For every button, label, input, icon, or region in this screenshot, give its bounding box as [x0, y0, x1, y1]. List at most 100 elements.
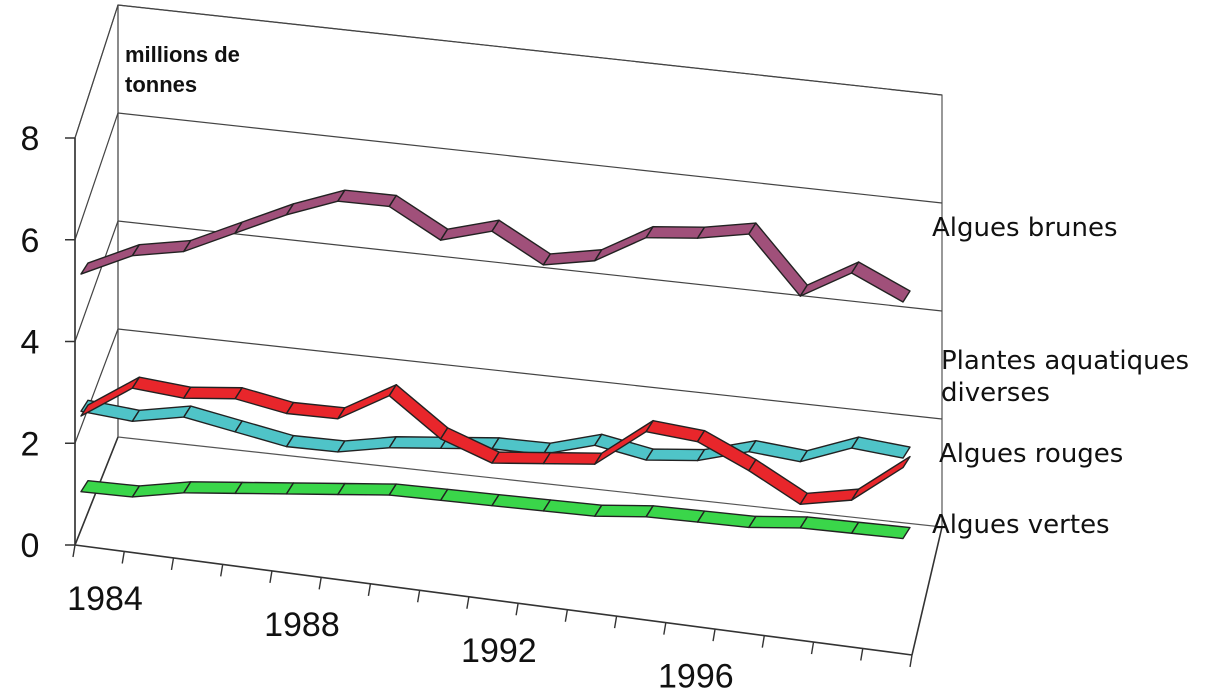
series-3-point-8: [491, 494, 500, 506]
series-1-point-2: [183, 405, 192, 418]
series-0-segment-1: [131, 239, 192, 257]
series-3-point-4: [286, 482, 294, 495]
series-1-point-5: [337, 440, 346, 453]
series-0-point-3: [234, 221, 243, 234]
y-tick-label-6: 6: [21, 222, 40, 260]
gridlines: [74, 4, 943, 444]
series-2-segment-15: [850, 455, 911, 501]
x-tick-mark-2001: [909, 654, 913, 668]
x-tick-label-2000: 2000: [855, 684, 931, 688]
series-3-point-15: [851, 521, 860, 534]
series-labels: Algues brunes Plantes aquatiques diverses A…: [932, 213, 1189, 540]
gridline-left-2: [74, 328, 119, 444]
x-tick-label-1988: 1988: [264, 606, 340, 644]
y-tick-label-2: 2: [21, 425, 40, 463]
series-1-point-8: [491, 437, 500, 450]
series-0: [80, 189, 911, 303]
series-3-segment-2: [183, 481, 243, 495]
series-0-segment-9: [542, 249, 603, 266]
series-0-segment-0: [80, 243, 141, 275]
gridline-back-6: [117, 112, 943, 204]
x-tick-mark-1984: [72, 544, 76, 558]
series-3-segment-5: [337, 482, 397, 496]
series-0-point-15: [851, 261, 860, 274]
series-1-segment-4: [285, 434, 346, 453]
series-0-segment-12: [696, 222, 757, 239]
x-tick-label-1996: 1996: [658, 658, 734, 688]
series-2-point-6: [388, 384, 397, 396]
series-2-segment-4: [285, 401, 346, 420]
y-axis-unit-label-line1: millions de: [125, 42, 240, 67]
series-3-point-2: [183, 481, 192, 494]
series-3-segment-13: [748, 515, 808, 529]
series-3-segment-9: [542, 499, 603, 517]
series-2-segment-8: [491, 451, 552, 465]
series-1-segment-9: [542, 433, 603, 455]
series-3-point-5: [337, 483, 346, 495]
series-1-segment-1: [131, 405, 192, 422]
gridline-left-6: [74, 112, 119, 240]
gridline-left-8: [74, 4, 119, 139]
series-0-point-14: [799, 284, 808, 297]
x-tick-mark-1989: [318, 577, 322, 590]
series-label-rouges: Algues rouges: [939, 439, 1123, 469]
series-2-point-15: [851, 488, 860, 501]
series-1-segment-6: [388, 436, 449, 450]
series-0-point-11: [645, 226, 654, 238]
series-1-segment-15: [850, 436, 911, 459]
series-3-segment-1: [131, 481, 192, 498]
series-3-segment-6: [388, 483, 449, 502]
series-3-point-9: [542, 499, 551, 512]
series-label-line-0: Plantes aquatiques: [941, 346, 1189, 376]
series-3-segment-14: [799, 516, 860, 534]
x-tick-mark-1997: [712, 629, 716, 642]
series-1-point-14: [799, 450, 808, 462]
series-0-point-5: [337, 189, 346, 202]
series-3-segment-4: [285, 482, 346, 496]
series-1-point-12: [697, 449, 705, 461]
gridline-back-4: [117, 220, 943, 312]
x-tick-mark-1985: [121, 551, 125, 564]
series-1-segment-2: [183, 405, 243, 433]
series-2-point-1: [131, 376, 140, 389]
series-0-point-4: [286, 203, 294, 216]
series-0-segment-4: [285, 189, 346, 216]
series-2-segment-6: [388, 384, 449, 440]
tick-labels: 0 2 4 6 8 1984 1988 1992 1996 2000: [21, 120, 931, 688]
series-2-point-10: [594, 452, 603, 465]
series-1-point-15: [851, 436, 860, 449]
series-1-segment-5: [337, 436, 397, 453]
series-2-point-14: [799, 493, 808, 505]
series-2-segment-11: [645, 419, 706, 443]
series-3-segment-8: [491, 493, 552, 512]
x-tick-mark-1993: [515, 603, 519, 616]
series-3-point-6: [388, 483, 397, 496]
gridline-back-8: [117, 4, 943, 96]
x-tick-mark-1992: [466, 596, 470, 609]
left-wall: [74, 4, 119, 546]
x-axis-line: [74, 544, 913, 656]
x-tick-mark-1988: [269, 570, 273, 583]
series-1-segment-11: [645, 448, 706, 462]
x-tick-mark-1987: [220, 564, 224, 577]
series-2-point-8: [491, 451, 500, 464]
axis-ticks: [65, 137, 913, 668]
series-2-segment-13: [748, 458, 808, 505]
series-3-segment-0: [80, 479, 141, 498]
series-3-segment-15: [850, 521, 911, 540]
series-0-segment-5: [337, 189, 397, 208]
series-2-segment-3: [234, 387, 295, 415]
x-tick-mark-1996: [663, 622, 667, 635]
series-1-point-3: [234, 420, 243, 433]
series-label-brunes: Algues brunes: [932, 213, 1118, 243]
series-3-segment-3: [234, 481, 295, 495]
series-0-segment-3: [234, 203, 295, 234]
series-2-segment-1: [131, 376, 192, 399]
series-label-vertes: Algues vertes: [932, 510, 1110, 540]
series-2-point-7: [440, 427, 449, 440]
series-1-segment-14: [799, 436, 860, 463]
series-3-point-1: [131, 485, 140, 498]
series-0-segment-13: [748, 222, 808, 297]
series-2-point-12: [697, 430, 705, 442]
series-3-point-7: [440, 489, 449, 501]
